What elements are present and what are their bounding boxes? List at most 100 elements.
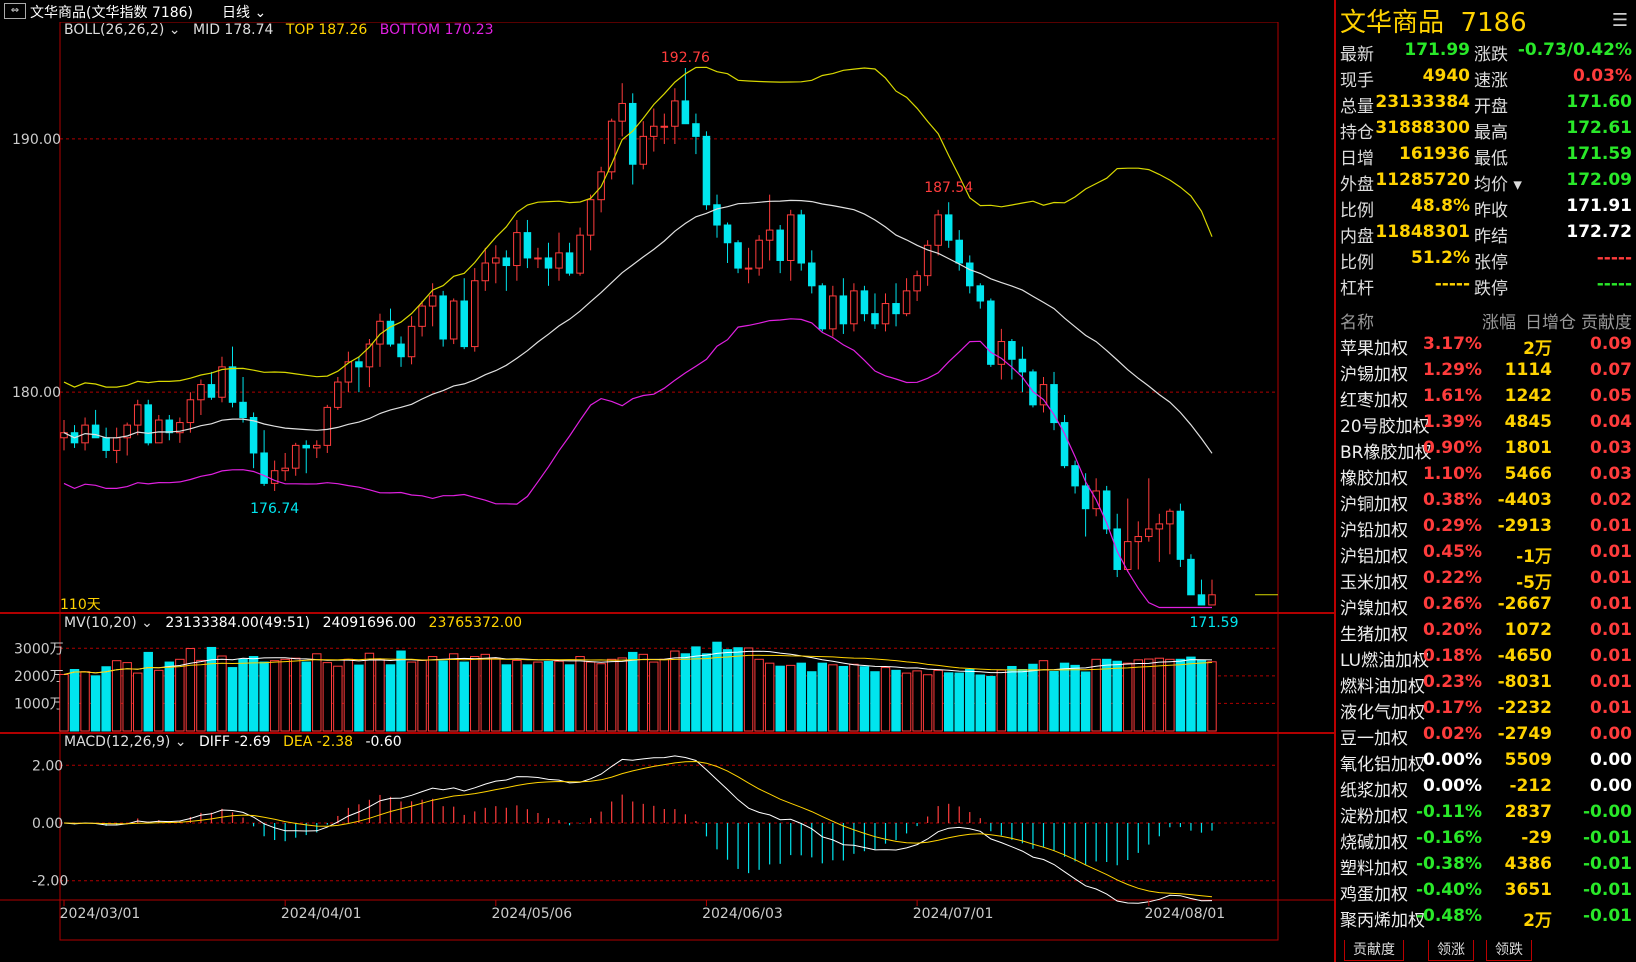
list-item[interactable]: 沪铝加权 0.45% -1万 0.01 [1336, 540, 1636, 567]
list-item[interactable]: LU燃油加权 0.18% -4650 0.01 [1336, 644, 1636, 671]
list-item[interactable]: 苹果加权 3.17% 2万 0.09 [1336, 332, 1636, 359]
quote-label: 最高 [1474, 123, 1508, 143]
volume-bar [1059, 662, 1070, 732]
date-axis-label: 2024/08/01 [1144, 906, 1225, 922]
list-item[interactable]: 沪锡加权 1.29% 1114 0.07 [1336, 358, 1636, 385]
list-item[interactable]: 鸡蛋加权 -0.40% 3651 -0.01 [1336, 878, 1636, 905]
candle-body [1155, 523, 1164, 530]
quote-value: ----- [1434, 274, 1470, 294]
quote-value: 4940 [1422, 66, 1470, 86]
list-cell: -2667 [1497, 594, 1552, 614]
list-item[interactable]: 烧碱加权 -0.16% -29 -0.01 [1336, 826, 1636, 853]
list-item[interactable]: 沪镍加权 0.26% -2667 0.01 [1336, 592, 1636, 619]
candle-body [523, 232, 532, 259]
candle-body [407, 325, 416, 358]
low-annotation: 176.74 [250, 501, 299, 517]
volume-bar [512, 659, 522, 732]
list-item[interactable]: 沪铅加权 0.29% -2913 0.01 [1336, 514, 1636, 541]
list-item[interactable]: 生猪加权 0.20% 1072 0.01 [1336, 618, 1636, 645]
quote-row: 比例 48.8% 昨收 171.91 [1336, 194, 1636, 221]
tab-2[interactable]: 领跌 [1486, 940, 1532, 961]
boll-mid-line [63, 199, 1213, 454]
list-cell: 氧化铝加权 [1340, 755, 1425, 775]
candle-body [470, 280, 479, 348]
contribution-table: 名称 涨幅 日增仓 贡献度 苹果加权 3.17% 2万 0.09 沪锡加权 1.29% 1114 0.… [1336, 306, 1636, 931]
volume-bar [333, 665, 343, 732]
list-item[interactable]: 红枣加权 1.61% 1242 0.05 [1336, 384, 1636, 411]
candle-body [397, 343, 405, 358]
list-cell: -5万 [1516, 573, 1552, 593]
list-item[interactable]: 聚丙烯加权 -0.48% 2万 -0.01 [1336, 904, 1636, 931]
list-cell: 0.01 [1590, 516, 1632, 536]
list-item[interactable]: 氧化铝加权 0.00% 5509 0.00 [1336, 748, 1636, 775]
list-item[interactable]: 豆一加权 0.02% -2749 0.00 [1336, 722, 1636, 749]
candle-body [607, 120, 616, 173]
macd-axis-label: 2.00 [32, 758, 63, 774]
candle-body [428, 295, 437, 307]
list-cell: 1.61% [1423, 386, 1482, 406]
menu-icon[interactable]: ☰ [1611, 10, 1628, 31]
list-item[interactable]: 沪铜加权 0.38% -4403 0.02 [1336, 488, 1636, 515]
list-item[interactable]: 液化气加权 0.17% -2232 0.01 [1336, 696, 1636, 723]
list-item[interactable]: 淀粉加权 -0.11% 2837 -0.00 [1336, 800, 1636, 827]
volume-bar [470, 656, 480, 732]
list-item[interactable]: 燃料油加权 0.23% -8031 0.01 [1336, 670, 1636, 697]
volume-bar [122, 662, 132, 732]
volume-bar [1101, 658, 1112, 732]
volume-bar [575, 656, 585, 732]
volume-bar [238, 658, 248, 732]
candle-body [586, 199, 595, 236]
quote-label: 速涨 [1474, 71, 1508, 91]
volume-bar [691, 646, 701, 732]
list-cell: 沪锡加权 [1340, 365, 1408, 385]
window-switch-icon[interactable]: ⇔ [4, 3, 26, 19]
list-item[interactable]: 玉米加权 0.22% -5万 0.01 [1336, 566, 1636, 593]
list-item[interactable]: 橡胶加权 1.10% 5466 0.03 [1336, 462, 1636, 489]
candle-body [1187, 558, 1195, 596]
list-item[interactable]: 纸浆加权 0.00% -212 0.00 [1336, 774, 1636, 801]
list-item[interactable]: BR橡胶加权 0.90% 1801 0.03 [1336, 436, 1636, 463]
list-cell: 1242 [1504, 386, 1552, 406]
quote-label: 内盘 [1340, 227, 1374, 247]
volume-bar [1091, 658, 1101, 732]
candle-body [133, 404, 142, 426]
boll-legend[interactable]: BOLL(26,26,2) ⌄ MID 178.74 TOP 187.26 BO… [64, 22, 494, 38]
volume-bar [585, 661, 596, 732]
list-cell: -2232 [1497, 698, 1552, 718]
volume-bar [491, 657, 501, 732]
candle-body [186, 399, 195, 424]
chart-area[interactable]: 190.00 180.00 192.76 176.74 187.54 171.59 3000… [0, 0, 1334, 962]
candle-body [944, 214, 953, 241]
list-cell: 0.03 [1590, 438, 1632, 458]
candle-body [334, 381, 342, 408]
volume-bar [701, 653, 712, 732]
volume-bar [111, 660, 122, 732]
list-cell: 2万 [1523, 911, 1552, 931]
candle-body [302, 444, 311, 449]
candle-body [808, 262, 816, 287]
candle-body [976, 285, 985, 302]
list-item[interactable]: 塑料加权 -0.38% 4386 -0.01 [1336, 852, 1636, 879]
candle-body [260, 452, 268, 484]
candle-body [534, 257, 542, 260]
list-cell: 0.01 [1590, 646, 1632, 666]
period-selector[interactable]: 日线 ⌄ [222, 5, 267, 21]
list-cell: 1.10% [1423, 464, 1482, 484]
list-cell: -212 [1509, 776, 1552, 796]
list-cell: 0.20% [1423, 620, 1482, 640]
list-header-cell: 日增仓 [1525, 313, 1576, 333]
mv-legend[interactable]: MV(10,20) ⌄ 23133384.00(49:51) 24091696.… [64, 615, 523, 631]
list-cell: -4650 [1497, 646, 1552, 666]
list-cell: -4403 [1497, 490, 1552, 510]
list-cell: 0.22% [1423, 568, 1482, 588]
volume-bar [438, 660, 448, 732]
macd-legend[interactable]: MACD(12,26,9) ⌄ DIFF -2.69 DEA -2.38 -0.… [64, 734, 402, 750]
list-item[interactable]: 20号胶加权 1.39% 4845 0.04 [1336, 410, 1636, 437]
tab-0[interactable]: 贡献度 [1344, 940, 1404, 961]
volume-bar [90, 675, 101, 732]
candle-body [1050, 384, 1058, 424]
quote-label: 比例 [1340, 253, 1374, 273]
tab-1[interactable]: 领涨 [1428, 940, 1474, 961]
quote-row: 日增 161936 最低 171.59 [1336, 142, 1636, 169]
volume-bar [522, 664, 533, 732]
